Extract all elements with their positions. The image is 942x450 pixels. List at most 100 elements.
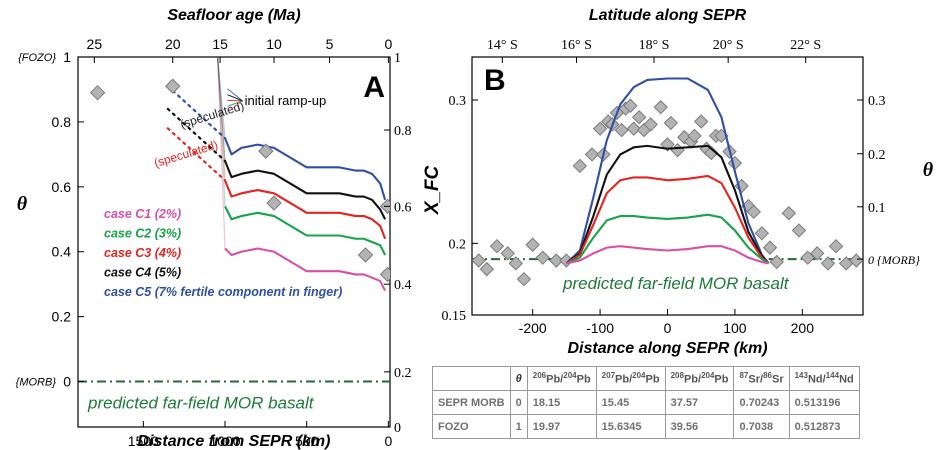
panel-b-data-point: [781, 206, 797, 221]
speculated-extension: [166, 107, 227, 162]
table-row: FOZO 1 19.97 15.6345 39.56 0.7038 0.5128…: [432, 414, 860, 439]
isotope-table: θ 206Pb/204Pb 207Pb/204Pb 208Pb/204Pb 87…: [432, 366, 860, 439]
panel-a-series-line: [224, 179, 387, 240]
panel-a-series-line: [224, 247, 387, 292]
panel-b: -200 -100 0 100 200 14° S 16° S 18° S 20° S 22° S…: [422, 7, 934, 357]
panel-b-data-point: [623, 98, 638, 113]
table-cell-pb206: 18.15: [526, 390, 597, 415]
panel-b-data-point: [614, 122, 629, 138]
panel-b-data-point: [791, 223, 807, 238]
panel-b-bottom-axis-label: Distance along SEPR (km): [567, 340, 767, 357]
ramp-segment: [217, 57, 226, 181]
panel-b-data-point: [769, 254, 784, 270]
x-tick-label: -100: [586, 320, 614, 336]
panel-b-top-axis-label: Latitude along SEPR: [589, 7, 747, 24]
table-row: SEPR MORB 0 18.15 15.45 37.57 0.70243 0.…: [432, 390, 860, 415]
x2-tick-label: 5: [326, 36, 334, 52]
y2-tick-label: 0.6: [394, 200, 412, 215]
x-tick-label: 0: [664, 320, 672, 336]
panel-b-data-point: [663, 115, 679, 131]
panel-a-data-point: [379, 266, 390, 283]
panel-a-data-point: [258, 143, 274, 159]
table-cell-label: SEPR MORB: [432, 390, 511, 415]
table-header-theta: θ: [509, 366, 528, 391]
table-header-pb207: 207Pb/204Pb: [595, 366, 666, 391]
y-tick-label: 0.4: [52, 244, 72, 260]
panel-b-data-point: [746, 204, 761, 220]
legend-entry: case C4 (5%): [104, 266, 181, 280]
panel-b-data-point: [572, 158, 588, 174]
panel-b-data-point: [762, 240, 778, 255]
panel-a-ticks: 1500 1000 500 025 20 15 10 5 000.20.40.60.8100.2…: [52, 36, 412, 449]
x-tick-label: 1000: [209, 433, 240, 449]
panel-b-data-point: [643, 117, 658, 132]
x2-tick-label: 0: [384, 36, 392, 52]
speculated-extension: [166, 127, 227, 182]
panel-b-series-line: [566, 245, 769, 265]
panel-a-y-axis-label: θ: [17, 193, 28, 215]
y2-tick-label: 0.1: [868, 201, 886, 216]
y-tick-label: 0.15: [442, 309, 467, 324]
panel-a-legend: case C1 (2%) case C2 (3%) case C3 (4%) case…: [104, 207, 342, 299]
y2-tick-label: 0.4: [394, 278, 412, 293]
y-tick-label: 0.2: [449, 237, 467, 252]
table-cell-sr: 0.7038: [733, 414, 790, 439]
panel-a-series-line: [224, 160, 387, 220]
legend-entry: case C3 (4%): [104, 246, 181, 260]
panel-b-data-point: [500, 246, 515, 261]
panel-b-data-point: [535, 250, 550, 265]
x2-tick-label: 20: [165, 36, 181, 52]
panel-b-data-point: [828, 238, 844, 254]
y2-tick-label: 0.3: [868, 94, 886, 109]
panel-a-data-point: [266, 195, 282, 211]
table-header-blank: [432, 366, 511, 391]
y2-tick-label: 1: [394, 51, 401, 66]
panel-b-series-line: [565, 174, 770, 265]
table-header-nd: 143Nd/144Nd: [788, 366, 860, 391]
panel-a-morb-annotation: predicted far-field MOR basalt: [87, 394, 315, 413]
y2-tick-label: 0.8: [394, 124, 412, 139]
panel-a-fozo-label: {FOZO}: [18, 52, 56, 64]
panel-a-morb-label: {MORB}: [16, 377, 57, 389]
ramp-segment: [217, 57, 226, 249]
panel-b-series-line: [565, 144, 770, 265]
panel-b-letter: B: [484, 64, 506, 97]
panel-b-morb-annotation: predicted far-field MOR basalt: [562, 274, 790, 293]
x-tick-label: 200: [791, 320, 815, 336]
speculated-extension: [166, 85, 227, 140]
legend-entry: case C5 (7% fertile component in finger): [104, 285, 342, 299]
panel-a-letter: A: [363, 71, 385, 104]
table-cell-theta: 1: [509, 414, 528, 439]
x2-tick-label: 22° S: [790, 38, 821, 53]
panel-a-series-line: [224, 205, 387, 256]
panel-b-data-point: [704, 145, 719, 161]
panel-a-data-point: [89, 84, 106, 101]
panel-b-data-point: [820, 256, 836, 271]
ramp-segment: [217, 57, 226, 139]
panel-a-data-point: [165, 78, 181, 94]
table-cell-nd: 0.512873: [788, 414, 860, 439]
x-tick-label: 0: [384, 433, 392, 449]
table-header-pb208: 208Pb/204Pb: [664, 366, 735, 391]
y-tick-label: 0: [63, 374, 71, 390]
panel-a-data-point: [357, 247, 374, 263]
panel-b-ticks: -200 -100 0 100 200 14° S 16° S 18° S 20° S 22° S…: [442, 38, 921, 336]
x2-tick-label: 25: [87, 36, 103, 52]
panel-a: (speculated)(speculated) 1500 1000 500 025 2…: [16, 7, 412, 450]
y2-tick-label: 0.2: [394, 366, 412, 381]
y2-tick-label: 0.2: [868, 148, 886, 163]
ramp-segment: [217, 57, 226, 161]
x-tick-label: 500: [295, 433, 319, 449]
x2-tick-label: 20° S: [713, 38, 744, 53]
x2-tick-label: 10: [266, 36, 282, 52]
table-cell-theta: 0: [509, 390, 528, 415]
y2-tick-label: 0: [394, 421, 401, 436]
panel-a-bottom-axis-label: Distance from SEPR (km): [138, 433, 331, 450]
table-header-row: θ 206Pb/204Pb 207Pb/204Pb 208Pb/204Pb 87…: [432, 366, 860, 391]
ramp-up-annotation: initial ramp-up: [245, 93, 327, 108]
y-tick-label: 1: [63, 49, 71, 65]
y-tick-label: 0.6: [52, 179, 72, 195]
table-cell-pb206: 19.97: [526, 414, 597, 439]
x-tick-label: 1500: [128, 433, 159, 449]
